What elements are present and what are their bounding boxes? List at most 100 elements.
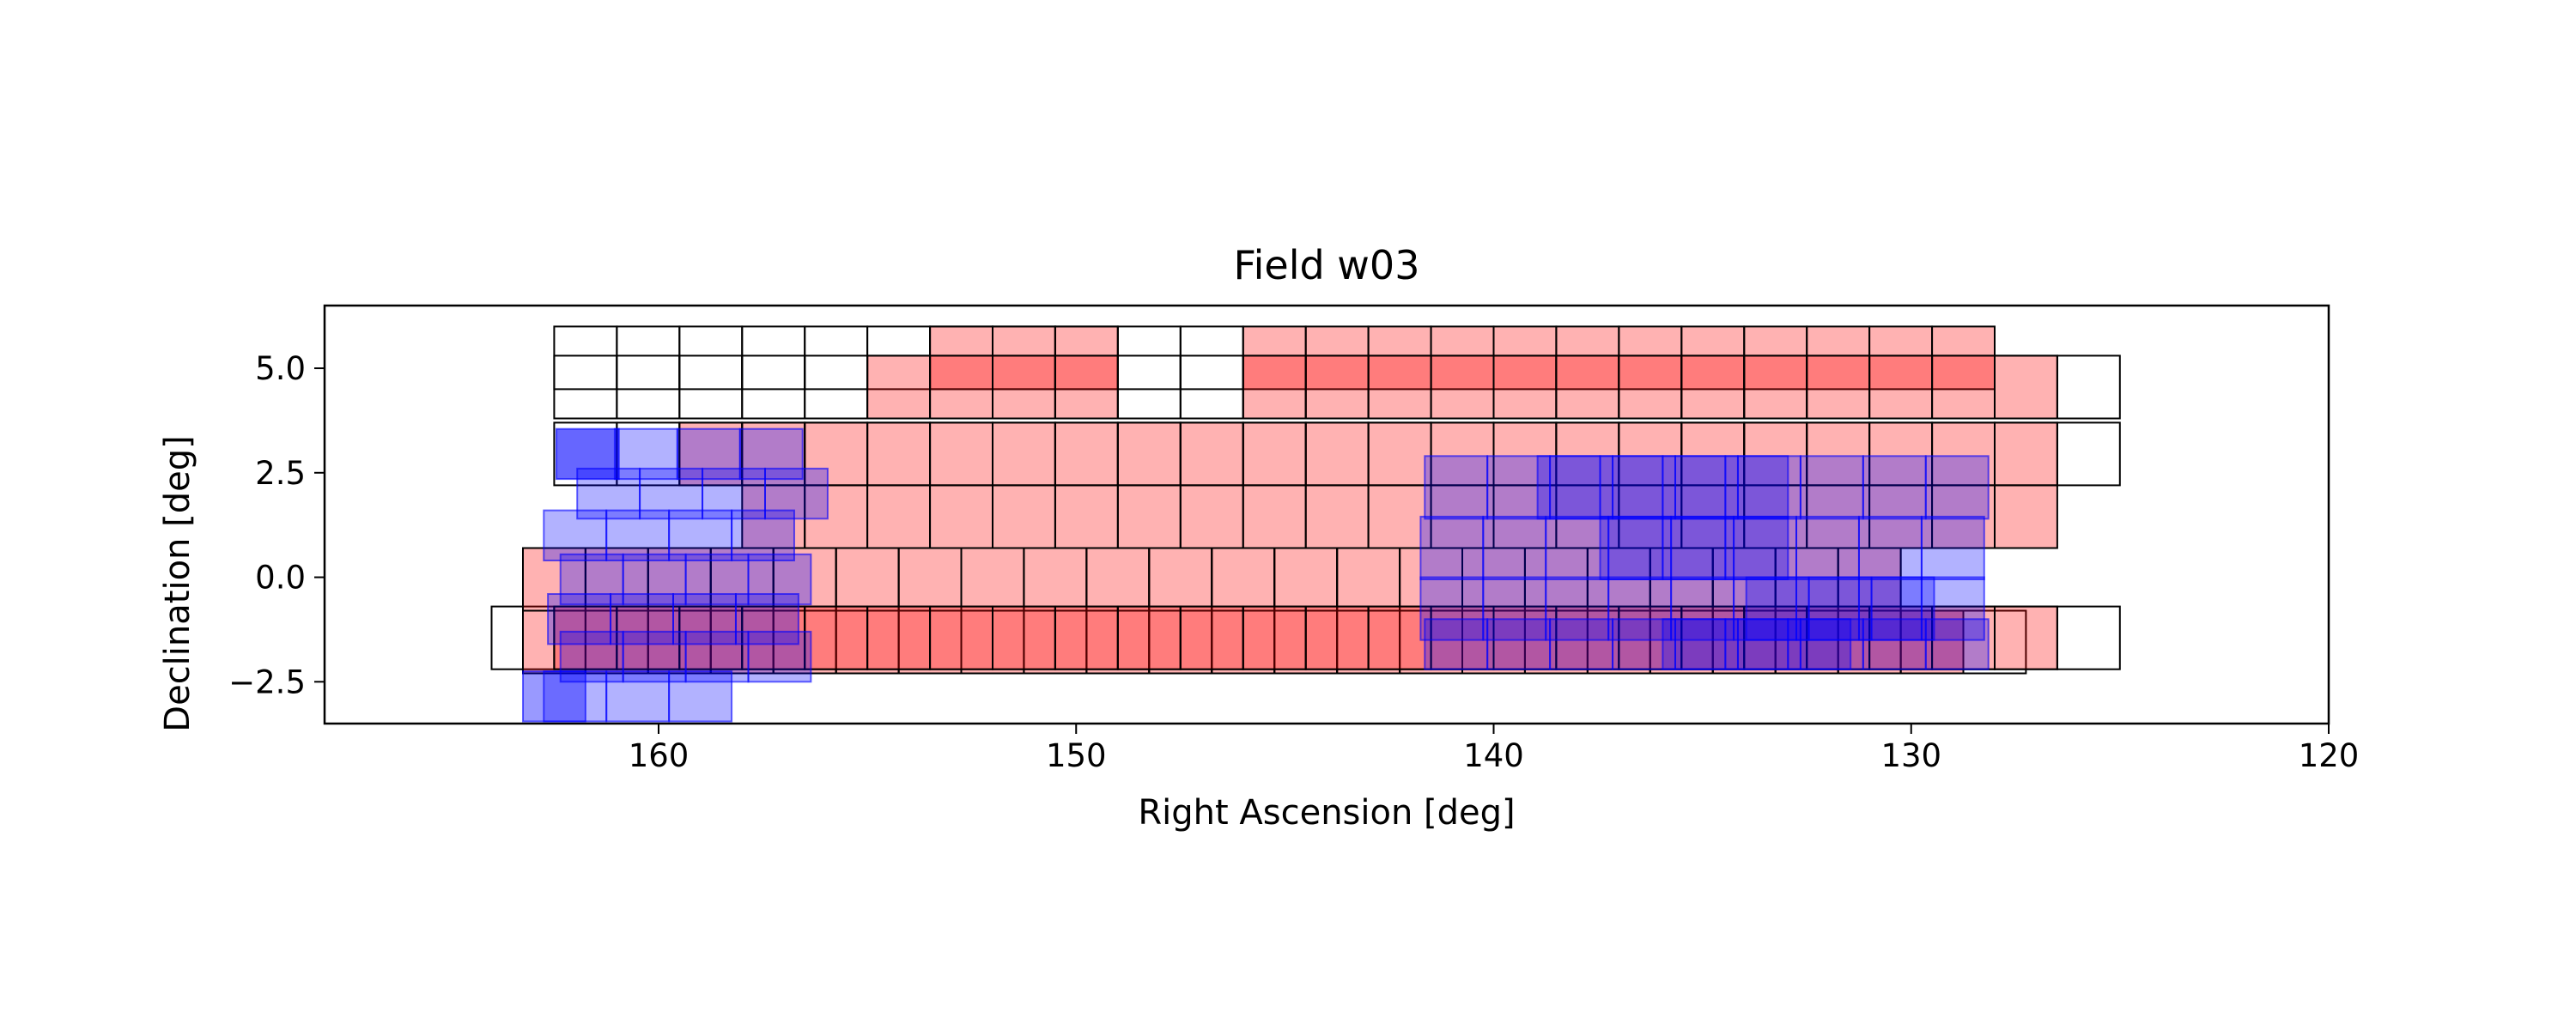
observed-tile xyxy=(1085,547,1151,612)
observed-tile xyxy=(1242,605,1307,670)
observed-tile xyxy=(992,605,1056,670)
overlay-tile xyxy=(1419,576,1485,641)
observed-tile xyxy=(1116,484,1182,549)
observed-tile xyxy=(1868,421,1934,487)
overlay-tile xyxy=(731,509,795,561)
observed-tile xyxy=(1023,547,1088,612)
observed-tile xyxy=(992,354,1056,420)
observed-tile xyxy=(1179,605,1244,670)
overlay-tile xyxy=(1607,515,1673,581)
x-tick-label: 140 xyxy=(1463,737,1524,774)
overlay-tile xyxy=(1607,576,1673,641)
overlay-tile xyxy=(1482,515,1547,581)
overlay-tile xyxy=(668,509,733,561)
observed-tile xyxy=(1618,354,1683,420)
observed-tile xyxy=(1304,484,1370,549)
outline-tile xyxy=(1179,325,1244,391)
overlay-tile xyxy=(1536,455,1601,520)
observed-tile xyxy=(772,547,837,612)
overlay-tile xyxy=(1662,455,1727,520)
overlay-tile xyxy=(1924,618,1990,670)
overlay-tile xyxy=(1724,618,1789,670)
overlay-tile xyxy=(559,630,624,683)
observed-tile xyxy=(897,547,963,612)
observed-tile xyxy=(1931,354,1996,420)
outline-tile xyxy=(2056,421,2121,487)
observed-tile xyxy=(1680,354,1746,420)
observed-tile xyxy=(929,605,993,670)
observed-tile xyxy=(804,605,869,670)
observed-tile xyxy=(1336,547,1401,612)
overlay-tile xyxy=(605,509,671,561)
observed-tile xyxy=(1743,354,1808,420)
observed-tile xyxy=(1179,421,1244,487)
outline-tile xyxy=(553,354,618,420)
observed-tile xyxy=(1054,484,1119,549)
observed-tile xyxy=(678,605,744,670)
axes-frame xyxy=(323,304,2330,725)
overlay-tile xyxy=(1924,455,1990,520)
observed-tile xyxy=(741,605,806,670)
outline-tile xyxy=(1179,354,1244,420)
observed-tile xyxy=(1994,421,2058,487)
overlay-tile xyxy=(1419,515,1485,581)
overlay-tile xyxy=(1599,455,1664,520)
x-tick-label: 160 xyxy=(629,737,690,774)
overlay-tile xyxy=(1662,515,1727,581)
observed-tile xyxy=(1367,421,1432,487)
observed-tile xyxy=(1242,354,1307,420)
observed-tile xyxy=(1304,325,1370,391)
observed-tile xyxy=(1304,605,1370,670)
overlay-tile xyxy=(1862,618,1927,670)
overlay-tile xyxy=(672,593,737,645)
observed-tile xyxy=(1242,484,1307,549)
overlay-tile xyxy=(1674,455,1739,520)
observed-tile xyxy=(1680,325,1746,391)
chart-title: Field w03 xyxy=(1234,242,1420,288)
outline-tile xyxy=(553,325,618,391)
observed-tile xyxy=(1618,421,1683,487)
outline-tile xyxy=(804,354,869,420)
overlay-tile xyxy=(1482,576,1547,641)
plot-area xyxy=(490,325,2121,723)
overlay-tile xyxy=(1799,455,1864,520)
overlay-tile xyxy=(605,670,671,723)
overlay-tile xyxy=(1612,618,1676,670)
overlay-tile xyxy=(1599,515,1664,581)
overlay-tile xyxy=(1545,576,1610,641)
outline-tile xyxy=(2056,354,2121,420)
observed-tile xyxy=(804,421,869,487)
x-tick-label: 130 xyxy=(1880,737,1941,774)
observed-tile xyxy=(1868,325,1934,391)
observed-tile xyxy=(553,605,618,670)
observed-tile xyxy=(992,421,1056,487)
axes: 160 150 140 130 120 5.0 2.5 0.0 −2.5 xyxy=(228,304,2359,774)
observed-tile xyxy=(1931,325,1996,391)
overlay-tile xyxy=(1795,515,1860,581)
outline-tile xyxy=(616,354,681,420)
overlay-tile xyxy=(1920,515,1985,581)
observed-tile xyxy=(1211,547,1276,612)
observed-tile xyxy=(1430,421,1495,487)
observed-tile xyxy=(1868,354,1934,420)
outline-tile xyxy=(616,325,681,391)
observed-tile xyxy=(522,547,586,612)
observed-tile xyxy=(1116,605,1182,670)
outline-tile xyxy=(678,354,744,420)
observed-tile xyxy=(835,547,900,612)
overlay-tile xyxy=(1486,618,1552,670)
overlay-tile xyxy=(522,670,586,723)
outline-tile xyxy=(1116,354,1182,420)
overlay-tile xyxy=(1662,618,1727,670)
overlay-tile xyxy=(738,427,804,481)
overlay-tile xyxy=(668,670,733,723)
outline-tile xyxy=(1116,325,1182,391)
overlay-tile xyxy=(747,553,812,606)
overlay-tile xyxy=(1612,455,1676,520)
overlay-tiles xyxy=(522,427,1990,723)
observed-tile xyxy=(1367,354,1432,420)
overlay-tile xyxy=(543,670,608,723)
observed-tile xyxy=(929,354,993,420)
outline-tile xyxy=(741,354,806,420)
overlay-tile xyxy=(1733,515,1797,581)
